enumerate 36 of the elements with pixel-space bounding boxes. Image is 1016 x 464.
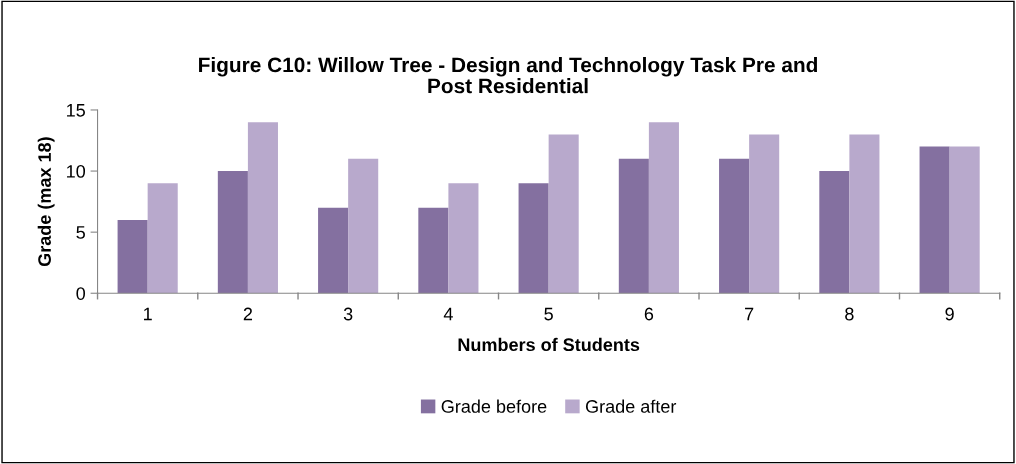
x-tick-label: 9 (945, 307, 954, 321)
y-tick-label: 5 (76, 226, 85, 239)
bar (648, 122, 679, 294)
bar (147, 183, 178, 294)
bar (719, 158, 750, 294)
x-tick-label: 3 (343, 307, 353, 321)
bar (849, 134, 880, 294)
bar (247, 122, 278, 294)
y-tick-label: 10 (67, 165, 86, 178)
bar (117, 219, 148, 294)
x-tick-label: 5 (544, 307, 553, 321)
bar (348, 158, 379, 294)
bar (518, 183, 549, 294)
bar (749, 134, 780, 294)
x-tick-label: 1 (144, 307, 152, 321)
legend-label: Grade after (585, 399, 677, 413)
bar (949, 146, 980, 294)
bar (618, 158, 649, 294)
y-tick-label: 15 (67, 104, 85, 117)
bar (448, 183, 479, 294)
bar (217, 171, 248, 294)
x-tick-label: 2 (243, 307, 253, 321)
bar (418, 207, 449, 294)
x-tick-label: 6 (644, 307, 654, 321)
y-tick-label: 0 (76, 287, 86, 300)
bar (548, 134, 579, 294)
x-axis-title: Numbers of Students (458, 337, 640, 352)
bar (819, 171, 850, 294)
legend-label: Grade before (441, 399, 547, 413)
x-tick-label: 4 (443, 307, 453, 321)
bar (919, 146, 950, 294)
chart-title: Figure C10: Willow Tree - Design and Technology Task Pre and Post Residential (199, 57, 818, 94)
bar (318, 207, 349, 294)
x-tick-label: 7 (745, 307, 754, 321)
x-tick-label: 8 (845, 307, 854, 321)
y-axis-title: Grade (max 18) (37, 137, 55, 267)
